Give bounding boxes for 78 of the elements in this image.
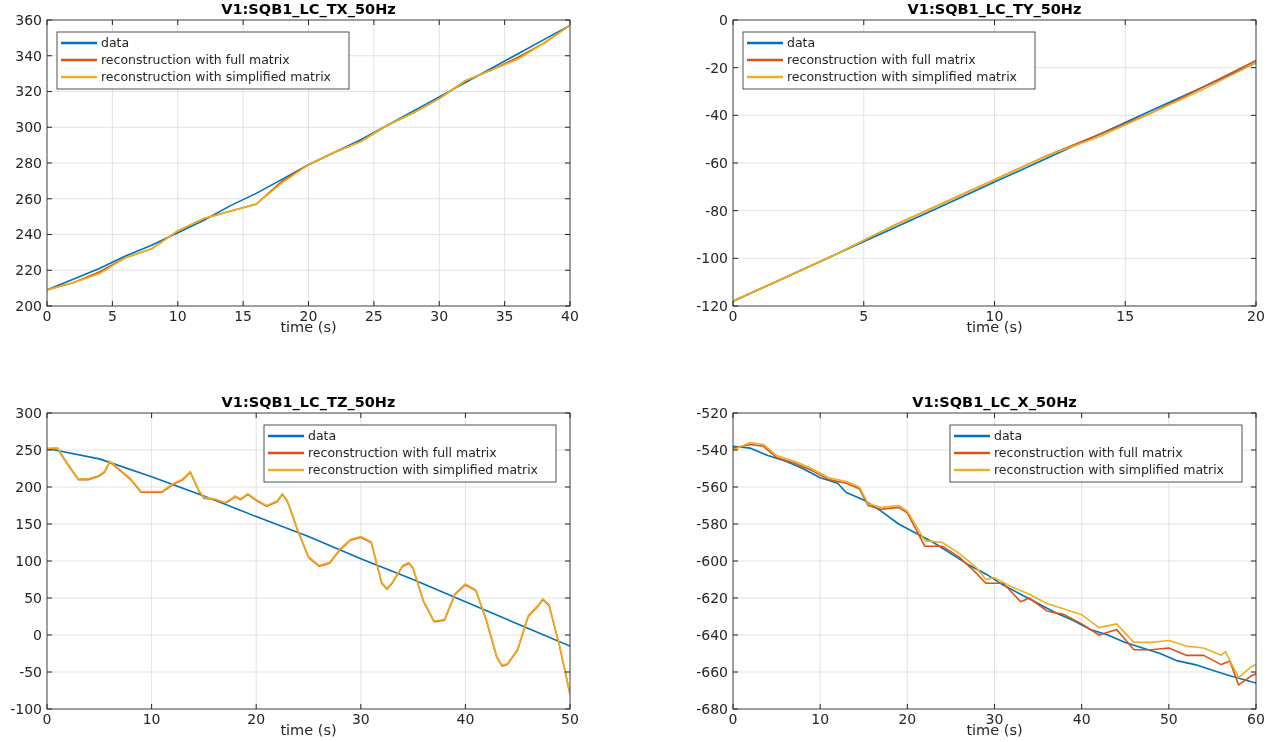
x-tick-label: 25 [364,308,383,324]
chart-title: V1:SQB1_LC_TY_50Hz [907,1,1082,18]
legend-label: data [787,35,816,51]
y-tick-label: 220 [15,262,42,279]
x-tick-label: 20 [299,308,318,324]
y-tick-label: -620 [696,589,728,606]
legend-label: reconstruction with simplified matrix [308,462,539,478]
y-tick-label: -660 [696,663,728,680]
y-tick-label: 200 [15,478,42,495]
y-tick-label: -60 [705,154,728,171]
x-tick-label: 40 [561,308,579,324]
x-tick-label: 20 [1247,308,1265,324]
x-tick-label: 5 [859,308,869,324]
legend-label: data [308,428,337,444]
y-tick-label: -600 [696,552,728,569]
y-tick-label: 50 [24,589,42,606]
legend-label: data [101,35,130,51]
y-tick-label: -120 [696,297,728,314]
x-tick-label: 15 [1116,308,1135,324]
y-tick-label: -680 [696,700,728,717]
y-tick-label: -540 [696,441,728,458]
x-tick-label: 10 [985,308,1004,324]
x-tick-label: 10 [811,711,830,727]
x-tick-label: 0 [728,308,738,324]
x-tick-label: 0 [728,711,738,727]
y-tick-label: 0 [719,11,728,28]
legend-label: reconstruction with full matrix [994,445,1183,461]
legend-label: data [994,428,1023,444]
y-tick-label: -520 [696,404,728,421]
y-tick-label: -580 [696,515,728,532]
legend-label: reconstruction with simplified matrix [994,462,1225,478]
y-tick-label: 100 [15,552,42,569]
y-tick-label: 320 [15,83,42,100]
y-tick-label: -560 [696,478,728,495]
x-tick-label: 10 [168,308,187,324]
y-tick-label: 250 [15,441,42,458]
x-tick-label: 40 [456,711,475,727]
x-tick-label: 35 [495,308,514,324]
x-tick-label: 15 [234,308,253,324]
chart-title: V1:SQB1_LC_X_50Hz [912,394,1077,411]
chart-title: V1:SQB1_LC_TX_50Hz [221,1,396,18]
chart-title: V1:SQB1_LC_TZ_50Hz [221,394,396,411]
x-tick-label: 60 [1247,711,1265,727]
x-tick-label: 30 [430,308,449,324]
legend-label: reconstruction with full matrix [308,445,497,461]
y-tick-label: -20 [705,59,728,76]
x-tick-label: 10 [142,711,161,727]
x-tick-label: 40 [1072,711,1091,727]
y-tick-label: -100 [10,700,42,717]
y-tick-label: 300 [15,404,42,421]
x-tick-label: 5 [107,308,117,324]
y-tick-label: -40 [705,107,728,124]
y-tick-label: 300 [15,119,42,136]
y-tick-label: 150 [15,515,42,532]
legend-label: reconstruction with full matrix [101,52,290,68]
y-tick-label: 280 [15,154,42,171]
y-tick-label: -50 [19,663,42,680]
x-axis-title: time (s) [280,722,337,738]
x-tick-label: 20 [247,711,266,727]
x-tick-label: 0 [42,711,52,727]
y-tick-label: -640 [696,626,728,643]
x-tick-label: 0 [42,308,52,324]
y-tick-label: 260 [15,190,42,207]
y-tick-label: 340 [15,47,42,64]
x-tick-label: 20 [898,711,917,727]
y-tick-label: 240 [15,226,42,243]
x-tick-label: 30 [351,711,370,727]
y-tick-label: 0 [33,626,42,643]
y-tick-label: -80 [705,202,728,219]
x-tick-label: 50 [561,711,579,727]
y-tick-label: -100 [696,250,728,267]
legend-label: reconstruction with full matrix [787,52,976,68]
y-tick-label: 360 [15,11,42,28]
x-tick-label: 30 [985,711,1004,727]
legend-label: reconstruction with simplified matrix [787,69,1018,85]
x-tick-label: 50 [1159,711,1178,727]
legend-label: reconstruction with simplified matrix [101,69,332,85]
y-tick-label: 200 [15,297,42,314]
